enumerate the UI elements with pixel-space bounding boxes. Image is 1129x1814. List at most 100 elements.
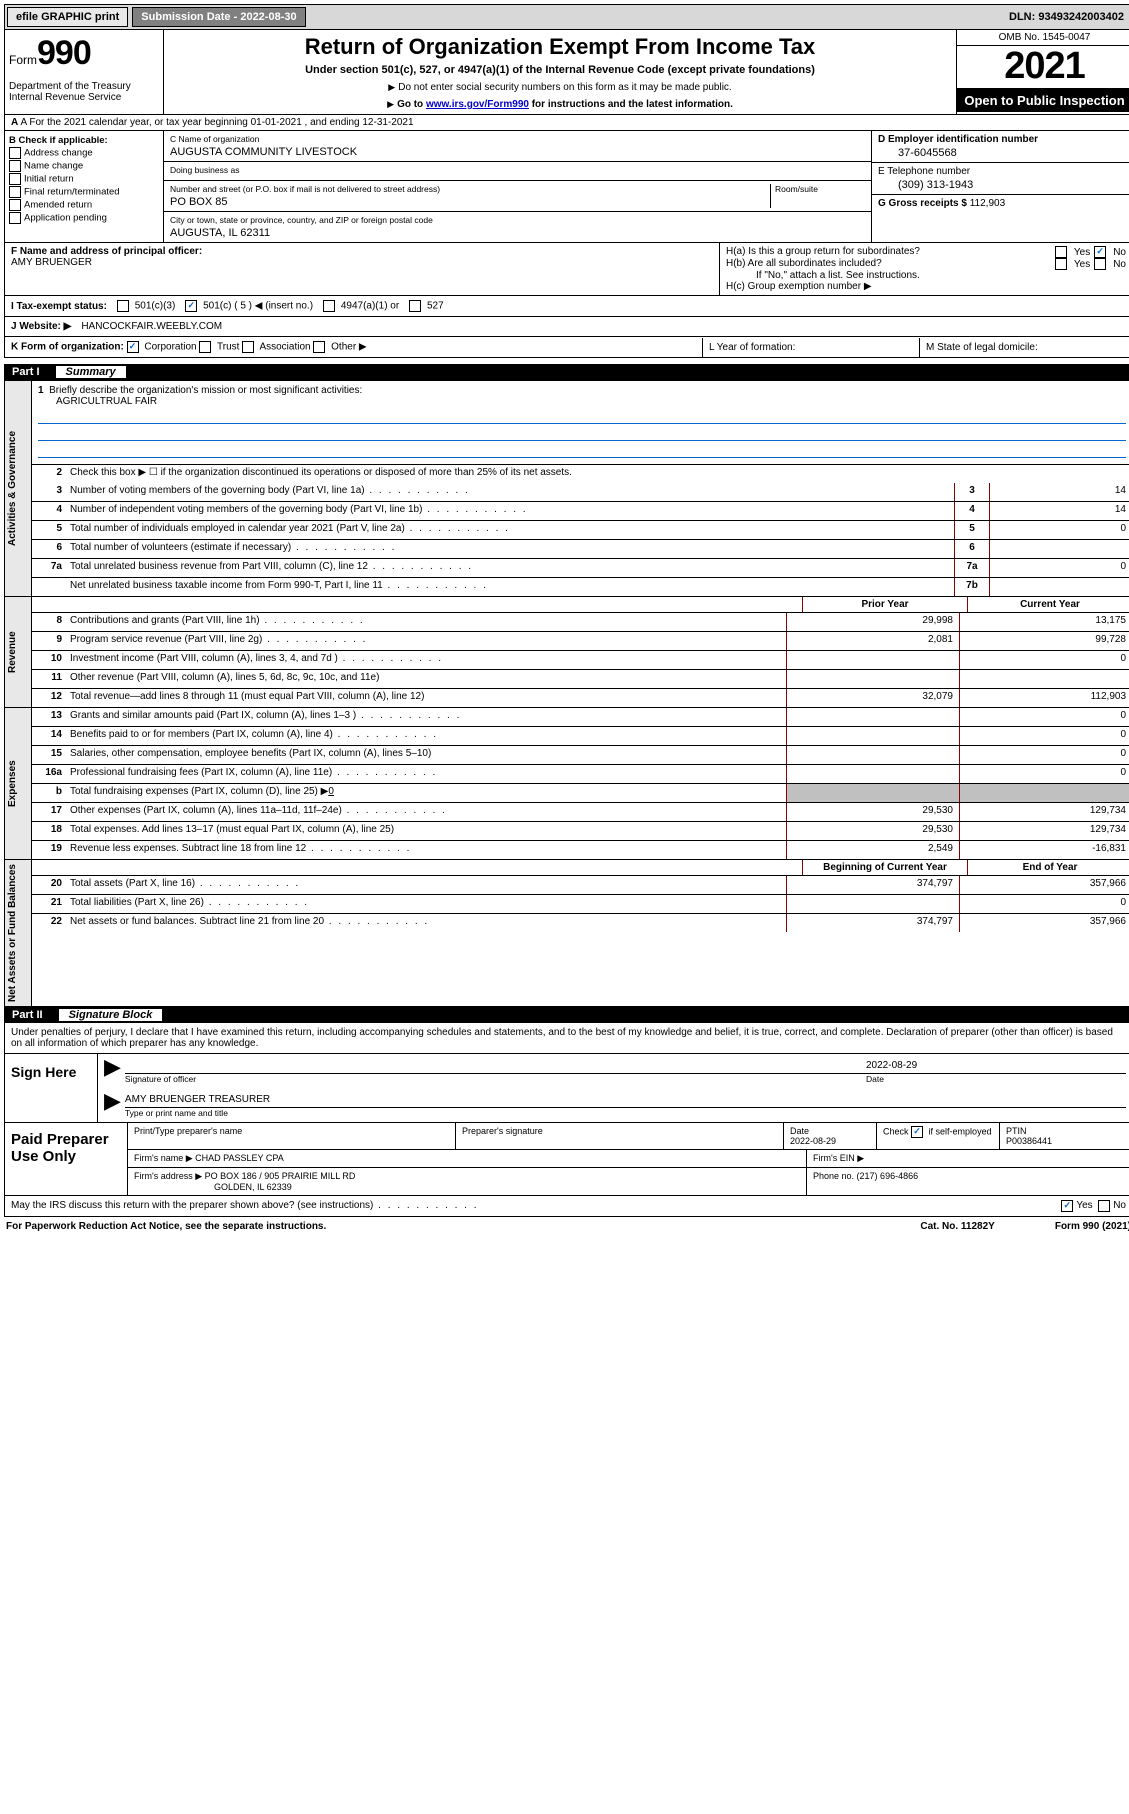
check-corp[interactable]: [127, 341, 139, 353]
v3: 14: [989, 483, 1129, 501]
f-label: F Name and address of principal officer:: [11, 246, 713, 257]
p12: 32,079: [786, 689, 959, 707]
org-name: AUGUSTA COMMUNITY LIVESTOCK: [170, 146, 865, 158]
check-527[interactable]: [409, 300, 421, 312]
hb-no[interactable]: [1094, 258, 1106, 270]
netassets-section: Net Assets or Fund Balances Beginning of…: [4, 860, 1129, 1007]
irs-link[interactable]: www.irs.gov/Form990: [426, 99, 529, 110]
c20: 357,966: [959, 876, 1129, 894]
firm-addr: PO BOX 186 / 905 PRAIRIE MILL RD: [205, 1171, 356, 1181]
sign-here-label: Sign Here: [5, 1054, 98, 1122]
p18: 29,530: [786, 822, 959, 840]
room-label: Room/suite: [775, 184, 865, 194]
form-subtitle: Under section 501(c), 527, or 4947(a)(1)…: [172, 64, 948, 76]
c19: -16,831: [959, 841, 1129, 859]
check-other[interactable]: [313, 341, 325, 353]
r19: Revenue less expenses. Subtract line 18 …: [66, 841, 786, 859]
form-ref: Form 990 (2021): [1055, 1221, 1129, 1232]
p14: [786, 727, 959, 745]
city-value: AUGUSTA, IL 62311: [170, 227, 865, 239]
c17: 129,734: [959, 803, 1129, 821]
r16b: Total fundraising expenses (Part IX, col…: [66, 784, 786, 802]
expenses-section: Expenses 13Grants and similar amounts pa…: [4, 708, 1129, 860]
discuss-yes[interactable]: [1061, 1200, 1073, 1212]
r9: Program service revenue (Part VIII, line…: [66, 632, 786, 650]
check-amended-return[interactable]: Amended return: [9, 199, 159, 211]
p19: 2,549: [786, 841, 959, 859]
hb-note: If "No," attach a list. See instructions…: [726, 270, 1126, 281]
p22: 374,797: [786, 914, 959, 932]
tax-year: 2021: [957, 46, 1129, 89]
submission-date[interactable]: Submission Date - 2022-08-30: [132, 7, 305, 27]
r5: Total number of individuals employed in …: [66, 521, 954, 539]
check-self-employed[interactable]: [911, 1126, 923, 1138]
check-4947[interactable]: [323, 300, 335, 312]
ha-no[interactable]: [1094, 246, 1106, 258]
r12: Total revenue—add lines 8 through 11 (mu…: [66, 689, 786, 707]
r11: Other revenue (Part VIII, column (A), li…: [66, 670, 786, 688]
officer-row: F Name and address of principal officer:…: [4, 243, 1129, 296]
year-formation: L Year of formation:: [702, 338, 909, 357]
discuss-row: May the IRS discuss this return with the…: [4, 1196, 1129, 1217]
form-number: Form990: [9, 34, 159, 73]
p10: [786, 651, 959, 669]
check-name-change[interactable]: Name change: [9, 160, 159, 172]
type-label: Type or print name and title: [125, 1108, 1126, 1118]
r3: Number of voting members of the governin…: [66, 483, 954, 501]
c22: 357,966: [959, 914, 1129, 932]
c16a: 0: [959, 765, 1129, 783]
k-row: K Form of organization: Corporation Trus…: [4, 337, 1129, 358]
prior-year-header: Prior Year: [802, 597, 967, 612]
instruction-1: Do not enter social security numbers on …: [172, 82, 948, 93]
ha-yes[interactable]: [1055, 246, 1067, 258]
r18: Total expenses. Add lines 13–17 (must eq…: [66, 822, 786, 840]
check-501c[interactable]: [185, 300, 197, 312]
phone-label: E Telephone number: [878, 166, 1126, 177]
part-i-header: Part I Summary: [4, 364, 1129, 380]
r13: Grants and similar amounts paid (Part IX…: [66, 708, 786, 726]
p11: [786, 670, 959, 688]
r4: Number of independent voting members of …: [66, 502, 954, 520]
inspection-notice: Open to Public Inspection: [957, 89, 1129, 112]
check-trust[interactable]: [199, 341, 211, 353]
p15: [786, 746, 959, 764]
check-address-change[interactable]: Address change: [9, 147, 159, 159]
gross-receipts: G Gross receipts $ 112,903: [872, 195, 1129, 212]
p20: 374,797: [786, 876, 959, 894]
state-domicile: M State of legal domicile:: [919, 338, 1126, 357]
phone-value: (309) 313-1943: [878, 179, 1126, 191]
tab-netassets: Net Assets or Fund Balances: [5, 860, 32, 1006]
paid-preparer-label: Paid Preparer Use Only: [5, 1123, 128, 1195]
ha-label: H(a) Is this a group return for subordin…: [726, 246, 920, 258]
r1-label: Briefly describe the organization's miss…: [49, 385, 362, 396]
c11: [959, 670, 1129, 688]
instruction-2: Go to www.irs.gov/Form990 for instructio…: [172, 99, 948, 110]
efile-label[interactable]: efile GRAPHIC print: [7, 7, 128, 27]
check-assoc[interactable]: [242, 341, 254, 353]
part-ii-header: Part II Signature Block: [4, 1007, 1129, 1023]
form-header: Form990 Department of the Treasury Inter…: [4, 30, 1129, 115]
c9: 99,728: [959, 632, 1129, 650]
discuss-no[interactable]: [1098, 1200, 1110, 1212]
firm-phone: (217) 696-4866: [857, 1171, 919, 1181]
v5: 0: [989, 521, 1129, 539]
hc-label: H(c) Group exemption number ▶: [726, 281, 1126, 292]
check-501c3[interactable]: [117, 300, 129, 312]
c14: 0: [959, 727, 1129, 745]
c12: 112,903: [959, 689, 1129, 707]
check-final-return[interactable]: Final return/terminated: [9, 186, 159, 198]
omb-number: OMB No. 1545-0047: [957, 30, 1129, 46]
c15: 0: [959, 746, 1129, 764]
preparer-block: Paid Preparer Use Only Print/Type prepar…: [4, 1123, 1129, 1196]
p9: 2,081: [786, 632, 959, 650]
penalty-statement: Under penalties of perjury, I declare th…: [4, 1023, 1129, 1054]
tax-status-row: I Tax-exempt status: 501(c)(3) 501(c) ( …: [4, 296, 1129, 317]
v7a: 0: [989, 559, 1129, 577]
check-initial-return[interactable]: Initial return: [9, 173, 159, 185]
officer-name: AMY BRUENGER TREASURER: [125, 1094, 270, 1105]
firm-name: CHAD PASSLEY CPA: [195, 1153, 284, 1163]
c21: 0: [959, 895, 1129, 913]
check-application-pending[interactable]: Application pending: [9, 212, 159, 224]
c13: 0: [959, 708, 1129, 726]
hb-yes[interactable]: [1055, 258, 1067, 270]
